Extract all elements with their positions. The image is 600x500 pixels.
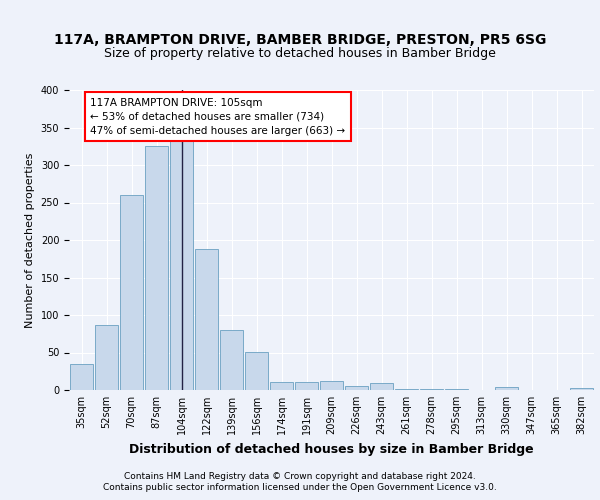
Text: 117A BRAMPTON DRIVE: 105sqm
← 53% of detached houses are smaller (734)
47% of se: 117A BRAMPTON DRIVE: 105sqm ← 53% of det… xyxy=(90,98,346,136)
Y-axis label: Number of detached properties: Number of detached properties xyxy=(25,152,35,328)
Bar xyxy=(119,195,143,390)
Bar xyxy=(370,383,394,390)
Bar xyxy=(145,146,169,390)
Bar xyxy=(419,389,443,390)
Bar xyxy=(295,382,319,390)
Bar xyxy=(95,325,118,390)
Text: Size of property relative to detached houses in Bamber Bridge: Size of property relative to detached ho… xyxy=(104,48,496,60)
Bar xyxy=(494,387,518,390)
Text: 117A, BRAMPTON DRIVE, BAMBER BRIDGE, PRESTON, PR5 6SG: 117A, BRAMPTON DRIVE, BAMBER BRIDGE, PRE… xyxy=(54,32,546,46)
Bar xyxy=(220,330,244,390)
Bar xyxy=(194,249,218,390)
Bar xyxy=(569,388,593,390)
Bar xyxy=(395,388,418,390)
X-axis label: Distribution of detached houses by size in Bamber Bridge: Distribution of detached houses by size … xyxy=(129,442,534,456)
Bar xyxy=(320,381,343,390)
Text: Contains public sector information licensed under the Open Government Licence v3: Contains public sector information licen… xyxy=(103,484,497,492)
Bar xyxy=(269,382,293,390)
Bar xyxy=(70,364,94,390)
Bar xyxy=(245,352,268,390)
Bar xyxy=(445,389,469,390)
Bar xyxy=(170,141,193,390)
Text: Contains HM Land Registry data © Crown copyright and database right 2024.: Contains HM Land Registry data © Crown c… xyxy=(124,472,476,481)
Bar xyxy=(344,386,368,390)
